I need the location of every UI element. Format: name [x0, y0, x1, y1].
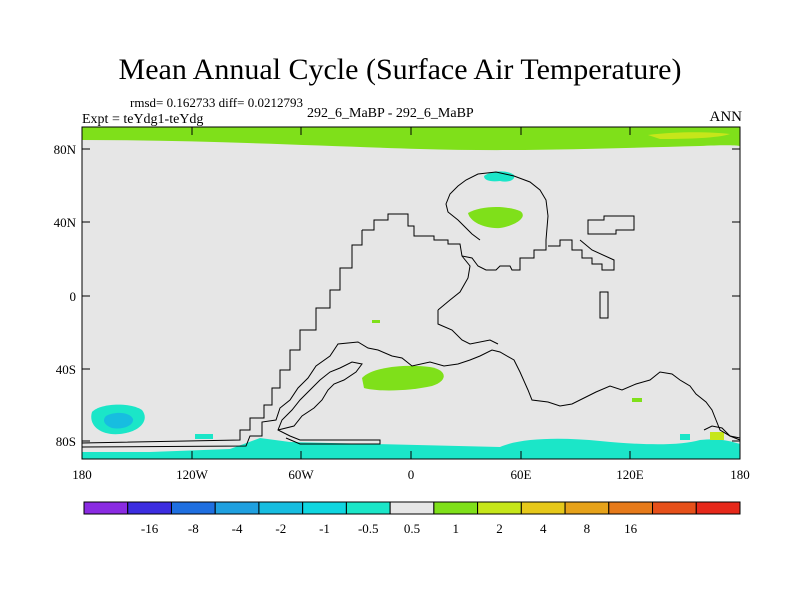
diff-value: 0.0212793 — [247, 95, 303, 110]
y-label-0: 0 — [70, 289, 77, 304]
colorbar-box — [564, 501, 610, 515]
x-label-120e: 120E — [616, 467, 644, 482]
colorbar: -16 -8 -4 -2 -1 -0.5 0.5 1 2 4 8 16 — [83, 501, 741, 536]
y-label-80s: 80S — [56, 434, 76, 449]
small-warm-dot-1 — [632, 398, 642, 402]
x-axis — [81, 127, 741, 459]
colorbar-label: 16 — [624, 521, 638, 536]
map-panel — [81, 126, 741, 460]
x-label-60e: 60E — [511, 467, 532, 482]
coastlines — [81, 171, 741, 448]
colorbar-label: -8 — [188, 521, 199, 536]
coastline-island-northeast — [587, 215, 635, 235]
season-label: ANN — [709, 109, 743, 125]
arctic-warm-core — [648, 132, 730, 139]
colorbar-box — [83, 501, 129, 515]
antarctic-cool-spot-2 — [680, 434, 690, 440]
colorbar-box — [127, 501, 172, 515]
colorbar-label: -1 — [319, 521, 330, 536]
rmsd-label: rmsd= — [130, 95, 164, 110]
anomaly-fields — [82, 127, 740, 459]
rmsd-value: 0.162733 — [166, 95, 216, 110]
colorbar-label: 2 — [496, 521, 503, 536]
x-label-0: 0 — [408, 467, 415, 482]
colorbar-label: -4 — [232, 521, 243, 536]
arctic-warm-band — [82, 127, 740, 151]
colorbar-box — [433, 501, 479, 515]
colorbar-label: 8 — [584, 521, 591, 536]
colorbar-box — [608, 501, 654, 515]
colorbar-box — [520, 501, 566, 515]
coastline-narrow-island — [599, 291, 609, 319]
colorbar-label: 4 — [540, 521, 547, 536]
case-label: 292_6_MaBP - 292_6_MaBP — [307, 106, 474, 121]
coastline-western-strip — [437, 255, 499, 345]
colorbar-box — [652, 501, 697, 515]
colorbar-box — [170, 501, 216, 515]
coastline-north-region — [362, 171, 549, 271]
x-label-180w: 180 — [72, 467, 92, 482]
coastline-main-landmass — [81, 230, 741, 448]
y-label-40s: 40S — [56, 362, 76, 377]
coastline-southern-inlet — [277, 361, 381, 445]
x-label-180e: 180 — [730, 467, 750, 482]
small-warm-dot-2 — [372, 320, 380, 323]
y-label-80n: 80N — [54, 142, 77, 157]
antarctic-warm-spot — [710, 432, 724, 440]
stats-line: rmsd= 0.162733 diff= 0.0212793 — [130, 95, 303, 110]
eurasia-warm-patch — [468, 207, 523, 229]
coastline-antarctic — [703, 425, 741, 439]
colorbar-label: 0.5 — [404, 521, 420, 536]
expt-label: Expt = teYdg1-teYdg — [82, 112, 204, 127]
colorbar-box — [345, 501, 391, 515]
colorbar-label: -0.5 — [358, 521, 379, 536]
colorbar-label: -2 — [275, 521, 286, 536]
map-background — [82, 127, 740, 459]
colorbar-box — [302, 501, 347, 515]
colorbar-label: 1 — [452, 521, 459, 536]
colorbar-box — [258, 501, 304, 515]
antarctic-cool-band — [82, 438, 740, 459]
colorbar-box — [389, 501, 435, 515]
diff-label: diff= — [218, 95, 245, 110]
plot-title: Mean Annual Cycle (Surface Air Temperatu… — [118, 53, 682, 86]
colorbar-box — [214, 501, 260, 515]
y-label-40n: 40N — [54, 215, 77, 230]
x-label-60w: 60W — [288, 467, 314, 482]
coastline-east-block — [548, 239, 615, 271]
southern-warm-patch — [362, 365, 444, 391]
antarctic-cool-spot — [195, 434, 213, 439]
southwest-cool-core — [104, 412, 134, 429]
y-axis — [82, 148, 740, 442]
colorbar-box — [695, 501, 741, 515]
colorbar-box — [477, 501, 522, 515]
x-label-120w: 120W — [176, 467, 209, 482]
colorbar-label: -16 — [141, 521, 159, 536]
